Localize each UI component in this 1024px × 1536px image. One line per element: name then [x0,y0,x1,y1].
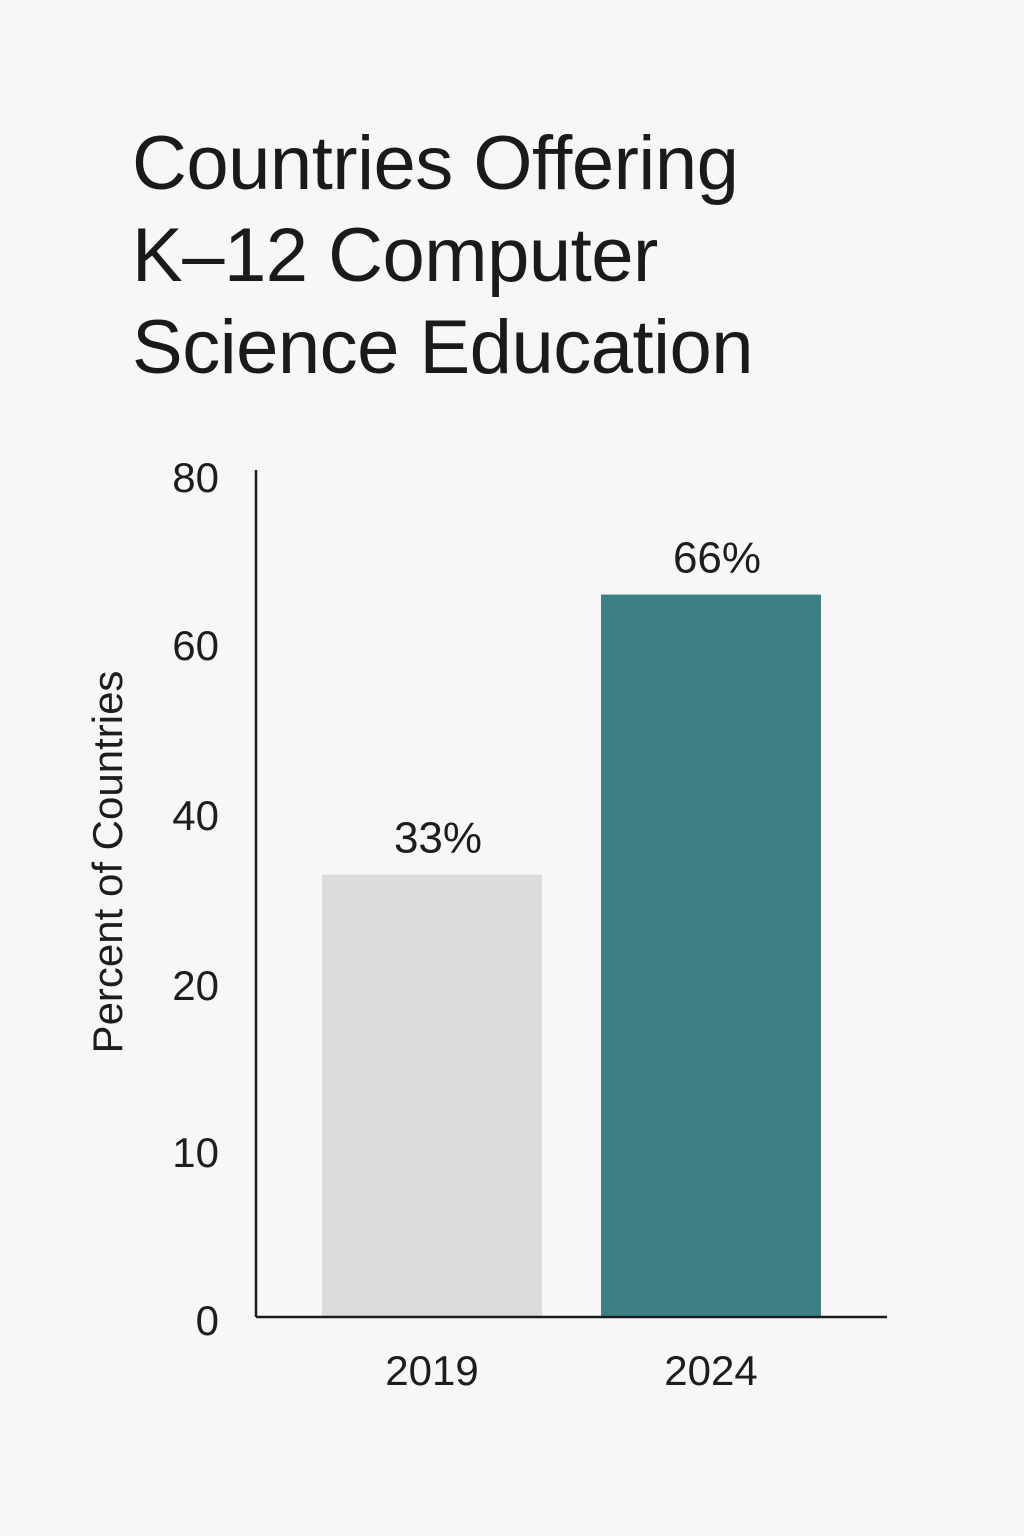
bar-2024 [601,594,821,1317]
chart-title-line-1: Countries Offering [132,121,739,206]
x-tick-label-2019: 2019 [385,1347,478,1394]
y-tick-label: 10 [172,1129,219,1176]
y-axis-title: Percent of Countries [84,671,131,1054]
y-tick-label: 60 [172,622,219,669]
y-tick-label: 0 [196,1297,219,1344]
data-labels-group: 33% 66% [394,534,761,863]
x-tick-label-2024: 2024 [664,1347,757,1394]
chart-title-line-2: K–12 Computer [132,213,658,298]
y-tick-labels: 0 10 20 40 60 80 [172,454,219,1344]
y-tick-label: 20 [172,962,219,1009]
data-label-2019: 33% [394,814,482,863]
chart-title: Countries Offering K–12 Computer Science… [132,118,912,394]
y-tick-label: 40 [172,792,219,839]
bar-2019 [322,874,542,1317]
y-tick-label: 80 [172,454,219,501]
data-label-2024: 66% [673,534,761,583]
x-tick-labels: 2019 2024 [385,1347,757,1394]
bars-group [322,594,821,1317]
chart-title-line-3: Science Education [132,305,754,390]
